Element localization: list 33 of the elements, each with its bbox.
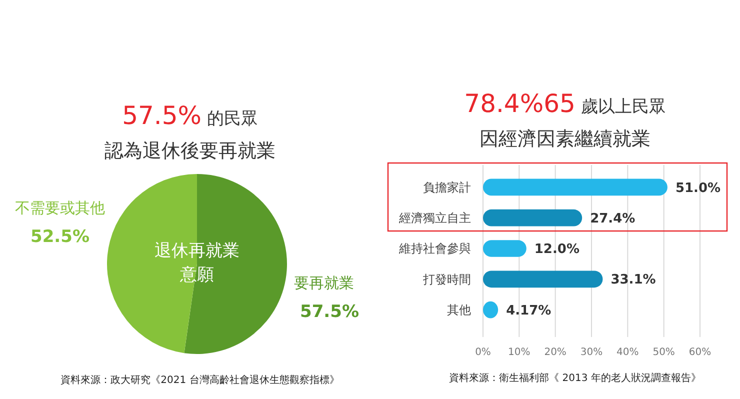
bar [483,270,603,288]
chart-subtitle: 認為退休後要再就業 [104,140,276,162]
data-label: 27.4% [590,211,636,226]
data-label: 33.1% [610,272,656,288]
y-tick-label: 打發時間 [422,272,471,286]
y-tick-label: 經濟獨立自主 [398,211,471,226]
bar [483,240,526,257]
x-tick-label: 50% [652,347,675,358]
x-tick-label: 40% [616,347,639,358]
y-tick-label: 維持社會參與 [398,242,471,256]
bar [483,209,582,226]
text: 意願 [179,264,214,285]
x-tick-label: 10% [508,347,530,358]
slice-label: 不需要或其他 [15,199,105,217]
data-label: 51.0% [675,180,721,196]
chart-title: 78.4%65 歲以上民眾 [464,89,666,118]
y-tick-label: 其他 [447,302,471,317]
x-tick-label: 0% [475,347,491,358]
y-tick-label: 負擔家計 [423,180,471,194]
data-label: 52.5% [30,227,90,247]
data-label: 57.5% [300,302,359,322]
source-note: 資料來源：衛生福利部《 2013 年的老人狀況調查報告》 [449,372,701,384]
source-note: 資料來源：政大研究《2021 台灣高齡社會退休生態觀察指標》 [60,374,340,386]
x-tick-label: 20% [544,347,566,358]
x-tick-label: 30% [580,347,603,358]
data-label: 4.17% [506,303,552,318]
chart-title: 57.5% 的民眾 [122,101,258,130]
chart-subtitle: 因經濟因素繼續就業 [480,128,650,150]
data-label: 12.0% [534,242,580,258]
bar [483,178,668,196]
x-tick-label: 60% [688,347,712,358]
text: 退休再就業 [154,240,240,261]
slice-label: 要再就業 [294,274,354,292]
